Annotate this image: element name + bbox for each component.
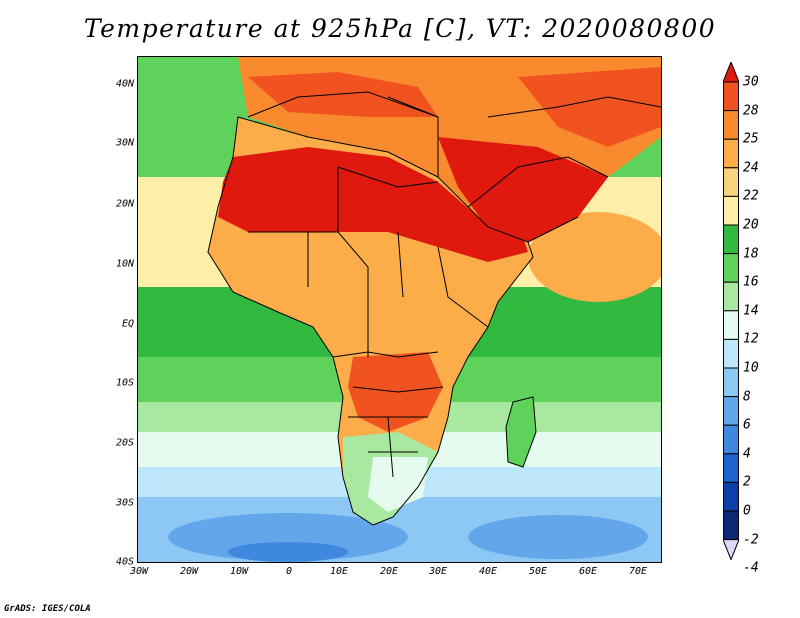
chart-title: Temperature at 925hPa [C], VT: 202008080… — [83, 14, 717, 43]
colorbar-label: 10 — [743, 360, 759, 376]
temperature-field — [138, 57, 661, 562]
colorbar-swatch — [723, 281, 739, 312]
colorbar-label: 30 — [743, 74, 759, 90]
sahara-hot-core — [218, 147, 528, 262]
lat-label-10s: 10S — [115, 377, 134, 389]
colorbar-label: 20 — [743, 217, 759, 233]
colorbar-swatch — [723, 481, 739, 512]
colorbar-label: 25 — [743, 131, 759, 147]
colorbar-label: -2 — [743, 532, 759, 548]
arabia-hot-core — [438, 137, 608, 242]
colorbar-swatch — [723, 138, 739, 169]
madagascar — [505, 396, 537, 468]
east-hot — [518, 67, 661, 147]
lon-label-30w: 30W — [129, 566, 149, 577]
lon-label-20w: 20W — [179, 566, 199, 577]
mediterranean-warm — [248, 72, 438, 117]
colorbar-label: 18 — [743, 246, 759, 262]
lat-label-40n: 40N — [115, 78, 134, 90]
lon-label-60e: 60E — [578, 566, 598, 577]
colorbar-label: 0 — [743, 503, 751, 519]
lat-label-eq: EQ — [121, 318, 134, 330]
highveld-cool — [368, 457, 428, 512]
lat-label-20s: 20S — [115, 437, 134, 449]
coldest-pool — [228, 542, 348, 562]
colorbar-swatch — [723, 310, 739, 340]
lon-label-20e: 20E — [379, 566, 399, 577]
colorbar-swatch — [723, 167, 739, 197]
colorbar-label: 4 — [743, 446, 751, 462]
grads-credit: GrADS: IGES/COLA — [4, 604, 91, 614]
colorbar-swatch — [723, 338, 739, 369]
lon-label-70e: 70E — [628, 566, 648, 577]
lon-label-10e: 10E — [329, 566, 349, 577]
colorbar-swatch — [723, 224, 739, 255]
lon-label-30e: 30E — [428, 566, 448, 577]
colorbar-swatch — [723, 195, 739, 226]
lat-label-30n: 30N — [115, 137, 134, 149]
colorbar-label: 2 — [743, 474, 751, 490]
colorbar-label: 16 — [743, 274, 759, 290]
arabian-sea-warm — [528, 212, 661, 302]
colorbar-label: 12 — [743, 331, 759, 347]
colorbar-label: -4 — [743, 560, 759, 576]
colorbar — [722, 60, 740, 564]
colorbar-top-triangle — [722, 60, 740, 83]
lon-label-50e: 50E — [528, 566, 548, 577]
colorbar-label: 24 — [743, 160, 759, 176]
map-panel — [137, 56, 662, 563]
colorbar-swatch — [723, 424, 739, 455]
colorbar-label: 6 — [743, 417, 751, 433]
colorbar-swatch — [723, 396, 739, 426]
colorbar-label: 14 — [743, 303, 759, 319]
colorbar-swatches — [722, 60, 740, 561]
lat-label-40s: 40S — [115, 556, 134, 568]
lon-label-0: 0 — [285, 566, 293, 577]
colorbar-swatch — [723, 510, 739, 541]
colorbar-swatch — [723, 453, 739, 483]
country-boundaries — [207, 91, 661, 526]
lon-label-10w: 10W — [229, 566, 249, 577]
lon-label-40e: 40E — [478, 566, 498, 577]
colorbar-label: 8 — [743, 389, 751, 405]
lat-label-10n: 10N — [115, 258, 134, 270]
lat-label-30s: 30S — [115, 497, 134, 509]
cold-pool-east — [468, 515, 648, 559]
colorbar-swatch — [723, 110, 739, 140]
lat-label-20n: 20N — [115, 198, 134, 210]
colorbar-swatch — [723, 253, 739, 283]
colorbar-bottom-triangle — [722, 539, 740, 561]
colorbar-label: 22 — [743, 188, 759, 204]
colorbar-swatch — [723, 81, 739, 112]
colorbar-swatch — [723, 367, 739, 398]
colorbar-label: 28 — [743, 103, 759, 119]
cold-pool-west — [168, 513, 408, 561]
